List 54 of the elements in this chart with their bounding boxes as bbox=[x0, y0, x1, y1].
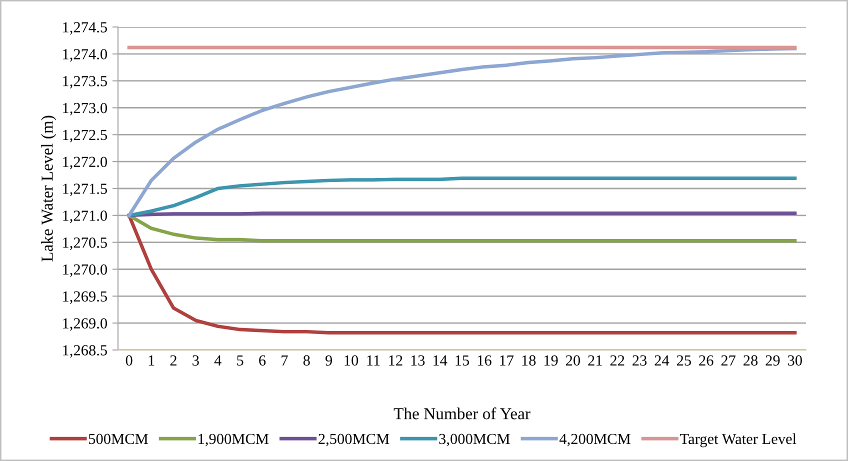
x-tick-label: 27 bbox=[721, 355, 736, 366]
line-series bbox=[127, 176, 797, 218]
legend-label: 3,000MCM bbox=[439, 434, 510, 446]
y-tick-label: 1,273.5 bbox=[63, 76, 107, 88]
y-tick-label: 1,273.0 bbox=[63, 102, 107, 116]
x-tick-label: 9 bbox=[326, 355, 332, 366]
x-tick-label: 10 bbox=[344, 355, 358, 366]
x-tick-label: 17 bbox=[500, 355, 514, 366]
x-tick-label: 12 bbox=[389, 355, 402, 366]
x-tick-label: 5 bbox=[237, 355, 244, 366]
y-tick-label: 1,272.5 bbox=[63, 130, 107, 142]
x-tick-label: 0 bbox=[126, 355, 132, 366]
x-tick-label: 14 bbox=[434, 355, 448, 366]
x-tick-label: 25 bbox=[676, 355, 691, 366]
x-tick-label: 7 bbox=[282, 355, 288, 366]
y-tick-label: 1,274.0 bbox=[63, 49, 107, 62]
x-tick-label: 2 bbox=[170, 355, 176, 366]
x-tick-label: 28 bbox=[744, 355, 758, 366]
x-tick-label: 15 bbox=[456, 355, 470, 366]
y-tick-label: 1,268.5 bbox=[63, 345, 107, 358]
x-tick-label: 18 bbox=[522, 355, 536, 366]
x-tick-label: 20 bbox=[566, 355, 580, 366]
x-tick-label: 21 bbox=[588, 355, 602, 366]
x-tick-label: 8 bbox=[303, 355, 310, 366]
x-tick-label: 30 bbox=[788, 355, 802, 366]
x-tick-label: 24 bbox=[654, 355, 670, 366]
x-tick-label: 1 bbox=[148, 355, 154, 366]
legend-label: 500MCM bbox=[89, 434, 148, 444]
x-tick-label: 13 bbox=[411, 355, 425, 366]
y-tick-label: 1,274.5 bbox=[63, 22, 107, 35]
legend-label: 4,200MCM bbox=[559, 434, 630, 446]
y-tick-label: 1,269.0 bbox=[63, 318, 107, 331]
x-tick-label: 19 bbox=[544, 355, 558, 366]
y-tick-label: 1,271.5 bbox=[63, 184, 107, 196]
x-axis-title: The Number of Year bbox=[394, 407, 530, 420]
legend-label: 1,900MCM bbox=[198, 434, 269, 446]
x-tick-label: 11 bbox=[367, 355, 380, 366]
x-tick-label: 6 bbox=[259, 355, 266, 366]
y-tick-label: 1,270.5 bbox=[63, 237, 107, 250]
y-tick-label: 1,269.5 bbox=[63, 291, 107, 304]
y-tick-label: 1,272.0 bbox=[63, 156, 107, 170]
y-axis-title: Lake Water Level (m) bbox=[41, 116, 56, 262]
x-tick-label: 3 bbox=[192, 355, 199, 366]
x-tick-label: 22 bbox=[610, 355, 624, 366]
x-tick-label: 29 bbox=[766, 355, 780, 366]
legend-label: Target Water Level bbox=[680, 433, 796, 448]
x-tick-label: 23 bbox=[632, 355, 647, 366]
y-tick-label: 1,271.0 bbox=[63, 210, 107, 224]
x-tick-label: 26 bbox=[699, 355, 714, 366]
line-series bbox=[127, 46, 797, 218]
y-tick-label: 1,270.0 bbox=[63, 264, 107, 277]
x-tick-label: 4 bbox=[214, 355, 222, 366]
x-tick-label: 16 bbox=[478, 355, 492, 366]
legend-label: 2,500MCM bbox=[318, 434, 390, 446]
